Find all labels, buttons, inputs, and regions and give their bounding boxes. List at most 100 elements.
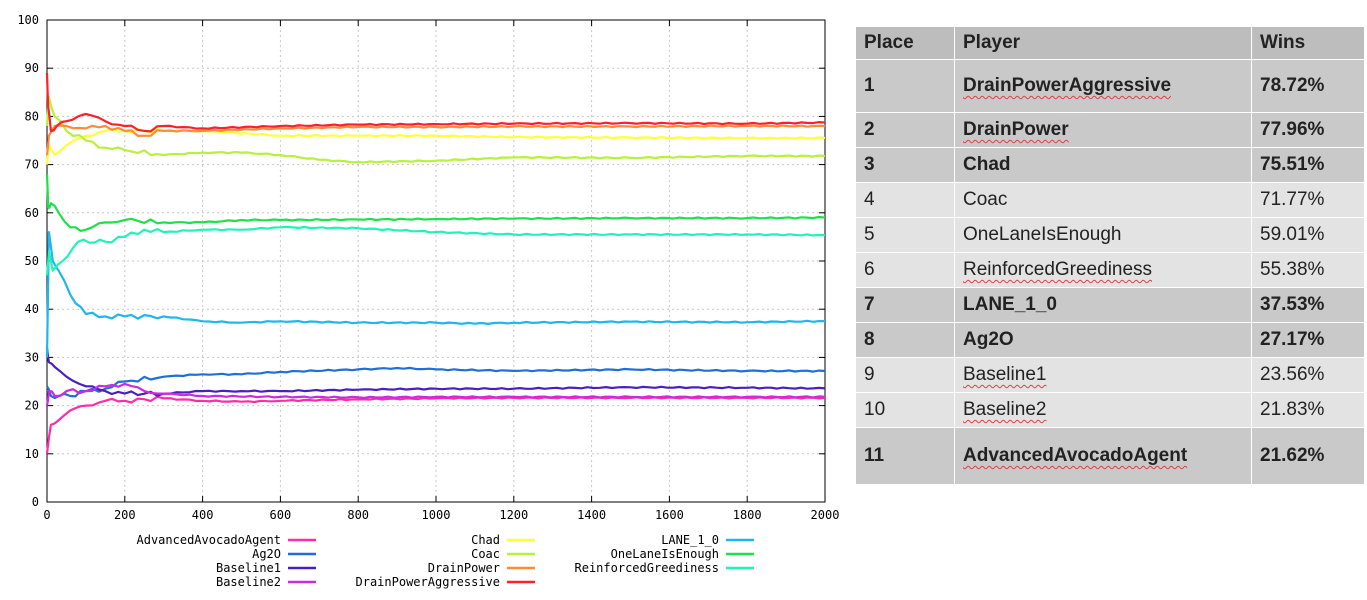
chart-legend: AdvancedAvocadoAgentAg2OBaseline1Baselin… (137, 533, 754, 589)
row-player: ReinforcedGreediness (963, 259, 1153, 280)
row-player: Coac (954, 182, 1252, 218)
chart-series (45, 72, 826, 454)
table-row: 7 LANE_1_0 37.53% (855, 287, 1365, 323)
x-tick-label: 600 (270, 508, 292, 522)
x-tick-label: 1200 (499, 508, 528, 522)
legend-label: Chad (471, 533, 500, 547)
x-tick-label: 2000 (811, 508, 840, 522)
table-row: 6 ReinforcedGreediness 55.38% (855, 252, 1365, 288)
row-player: AdvancedAvocadoAgent (963, 445, 1188, 466)
row-place: 2 (855, 112, 955, 148)
series-line-DrainPower (45, 124, 826, 156)
y-tick-label: 50 (25, 254, 39, 268)
header-place: Place (855, 26, 955, 60)
y-tick-label: 0 (32, 495, 39, 509)
row-wins: 21.62% (1251, 427, 1365, 485)
row-wins: 21.83% (1251, 392, 1365, 428)
y-tick-label: 100 (17, 13, 39, 27)
series-line-AdvancedAvocadoAgent (45, 395, 826, 454)
row-wins: 77.96% (1251, 112, 1365, 148)
y-tick-label: 90 (25, 61, 39, 75)
x-tick-label: 1400 (577, 508, 606, 522)
table-row: 11 AdvancedAvocadoAgent 21.62% (855, 427, 1365, 485)
legend-label: DrainPower (428, 561, 500, 575)
row-wins: 71.77% (1251, 182, 1365, 218)
series-line-Ag2O (46, 366, 826, 400)
row-place: 7 (855, 287, 955, 323)
x-tick-label: 1800 (733, 508, 762, 522)
y-tick-label: 70 (25, 158, 39, 172)
row-wins: 27.17% (1251, 322, 1365, 358)
legend-label: DrainPowerAggressive (356, 575, 501, 589)
legend-label: Coac (471, 547, 500, 561)
legend-label: LANE_1_0 (661, 533, 719, 547)
x-tick-label: 400 (192, 508, 214, 522)
row-player-cell: ReinforcedGreediness (954, 252, 1252, 288)
row-place: 8 (855, 322, 955, 358)
table-row: 3 Chad 75.51% (855, 147, 1365, 183)
x-tick-label: 0 (43, 508, 50, 522)
legend-label: ReinforcedGreediness (575, 561, 720, 575)
rankings-table: Place Player Wins 1 DrainPowerAggressive… (855, 26, 1365, 485)
chart-grid (47, 20, 825, 502)
table-row: 10 Baseline2 21.83% (855, 392, 1365, 428)
series-line-LANE_1_0 (45, 231, 825, 358)
table-row: 1 DrainPowerAggressive 78.72% (855, 59, 1365, 113)
table-header-row: Place Player Wins (855, 26, 1365, 60)
series-line-Baseline2 (45, 382, 826, 406)
row-player: Baseline2 (963, 399, 1047, 420)
table-row: 5 OneLaneIsEnough 59.01% (855, 217, 1365, 253)
header-player: Player (954, 26, 1252, 60)
row-place: 4 (855, 182, 955, 218)
legend-label: Baseline1 (216, 561, 281, 575)
x-tick-label: 1000 (422, 508, 451, 522)
x-tick-label: 800 (347, 508, 369, 522)
header-wins: Wins (1251, 26, 1365, 60)
row-place: 1 (855, 59, 955, 113)
row-player-cell: DrainPowerAggressive (954, 59, 1252, 113)
row-player-cell: AdvancedAvocadoAgent (954, 427, 1252, 485)
y-tick-label: 20 (25, 399, 39, 413)
plot-frame (46, 19, 826, 503)
row-place: 5 (855, 217, 955, 253)
row-player: Baseline1 (963, 364, 1047, 385)
series-line-DrainPowerAggressive (45, 72, 826, 133)
row-wins: 59.01% (1251, 217, 1365, 253)
row-player: Chad (954, 147, 1252, 183)
series-line-ReinforcedGreediness (45, 225, 825, 276)
row-wins: 78.72% (1251, 59, 1365, 113)
row-player-cell: DrainPower (954, 112, 1252, 148)
y-tick-label: 80 (25, 109, 39, 123)
row-wins: 55.38% (1251, 252, 1365, 288)
row-wins: 75.51% (1251, 147, 1365, 183)
row-player: OneLaneIsEnough (954, 217, 1252, 253)
row-player-cell: Baseline1 (954, 357, 1252, 393)
y-tick-label: 10 (25, 447, 39, 461)
row-place: 11 (855, 427, 955, 485)
series-line-Coac (45, 96, 826, 164)
row-player: Ag2O (954, 322, 1252, 358)
legend-label: Baseline2 (216, 575, 281, 589)
row-wins: 23.56% (1251, 357, 1365, 393)
win-rate-chart: 0 200 400 600 800 1000 1200 1400 1600 1800 2000 0 10… (17, 13, 840, 589)
row-player-cell: Baseline2 (954, 392, 1252, 428)
row-place: 6 (855, 252, 955, 288)
table-row: 4 Coac 71.77% (855, 182, 1365, 218)
row-player: DrainPower (963, 119, 1069, 140)
row-player: DrainPowerAggressive (963, 75, 1172, 96)
legend-label: Ag2O (252, 547, 281, 561)
row-player: LANE_1_0 (954, 287, 1252, 323)
table-row: 2 DrainPower 77.96% (855, 112, 1365, 148)
legend-label: OneLaneIsEnough (611, 547, 719, 561)
y-tick-label: 60 (25, 206, 39, 220)
row-place: 9 (855, 357, 955, 393)
x-tick-label: 200 (114, 508, 136, 522)
row-place: 10 (855, 392, 955, 428)
series-line-OneLaneIsEnough (45, 174, 826, 232)
y-tick-label: 40 (25, 302, 39, 316)
x-tick-label: 1600 (655, 508, 684, 522)
row-place: 3 (855, 147, 955, 183)
y-tick-label: 30 (25, 350, 39, 364)
legend-label: AdvancedAvocadoAgent (137, 533, 282, 547)
table-row: 8 Ag2O 27.17% (855, 322, 1365, 358)
